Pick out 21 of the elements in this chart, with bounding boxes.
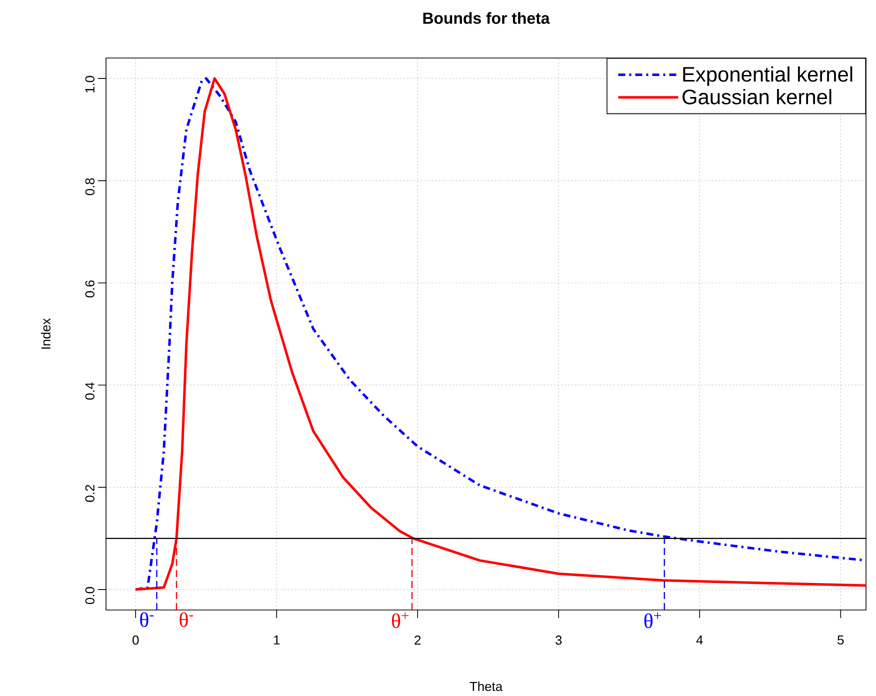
x-tick-label: 0 xyxy=(132,636,139,645)
legend-label: Exponential kernel xyxy=(683,66,852,86)
x-axis-title: Theta xyxy=(470,682,503,692)
x-tick-label: 4 xyxy=(696,636,703,644)
y-tick-label: 1.0 xyxy=(85,76,94,92)
ref-line-label: θ$^{-}$ xyxy=(140,612,154,628)
ref-line-label: θ$^{-}$ xyxy=(180,612,194,628)
chart-title: Bounds for theta xyxy=(423,12,550,24)
x-tick-label: 2 xyxy=(414,636,421,645)
ref-line-label: θ$^{+}$ xyxy=(392,612,409,628)
y-tick-label: 0.8 xyxy=(85,178,94,196)
y-tick-label: 0.2 xyxy=(85,484,94,502)
y-tick-label: 0.4 xyxy=(85,382,94,400)
y-axis-title: Index xyxy=(40,318,50,349)
x-tick-label: 3 xyxy=(556,636,562,645)
x-tick-label: 5 xyxy=(838,636,844,645)
y-tick-label: 0.0 xyxy=(85,587,94,604)
ref-line-label: θ$^{+}$ xyxy=(644,612,661,628)
y-tick-label: 0.6 xyxy=(85,280,94,298)
legend-label: Gaussian kernel xyxy=(682,89,832,104)
x-tick-label: 1 xyxy=(274,636,280,644)
